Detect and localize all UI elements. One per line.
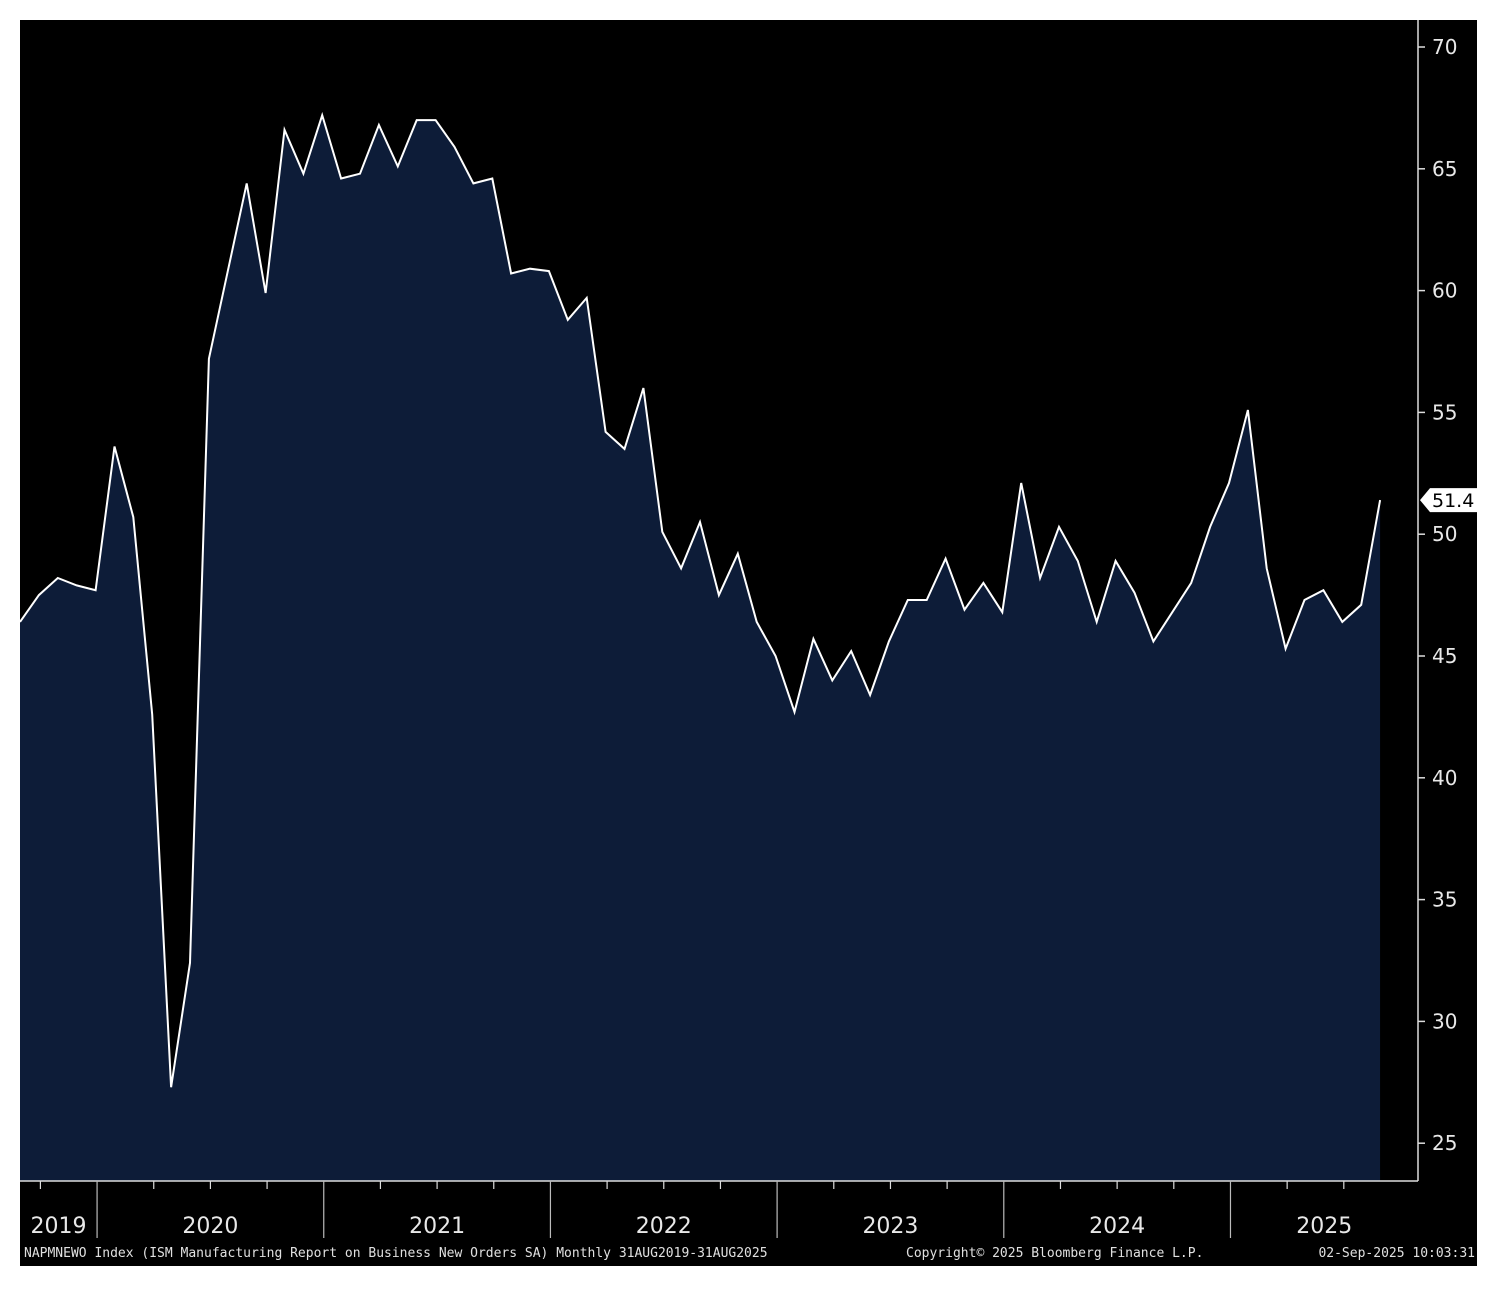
x-tick-label: 2024 xyxy=(1089,1214,1145,1239)
y-tick-label: 30 xyxy=(1432,1009,1457,1033)
x-tick-label: 2023 xyxy=(862,1214,918,1239)
x-tick-label: 2025 xyxy=(1296,1214,1352,1239)
y-tick-label: 40 xyxy=(1432,766,1457,790)
last-value-label: 51.4 xyxy=(1432,490,1474,512)
y-tick-label: 25 xyxy=(1432,1131,1457,1155)
y-tick-label: 65 xyxy=(1432,157,1457,181)
y-tick-label: 35 xyxy=(1432,888,1457,912)
plot-area xyxy=(19,111,1382,1182)
area-fill xyxy=(20,115,1381,1182)
y-axis: 25 30 35 40 45 50 55 60 65 70 51.4 xyxy=(1417,20,1477,1181)
x-axis: 2019 2020 2021 2022 2023 2024 2025 xyxy=(20,1180,1418,1239)
x-tick-label: 2019 xyxy=(31,1214,87,1239)
y-tick-label: 45 xyxy=(1432,644,1457,668)
x-tick-label: 2020 xyxy=(182,1214,238,1239)
footer-timestamp: 02-Sep-2025 10:03:31 xyxy=(1318,1246,1475,1261)
last-value-callout xyxy=(1420,488,1477,513)
footer-series-description: NAPMNEWO Index (ISM Manufacturing Report… xyxy=(24,1246,768,1261)
y-tick-label: 55 xyxy=(1432,400,1457,424)
series-line xyxy=(19,111,1382,1088)
y-tick-label: 70 xyxy=(1432,35,1457,59)
footer-copyright: Copyright© 2025 Bloomberg Finance L.P. xyxy=(906,1246,1203,1261)
x-tick-label: 2022 xyxy=(636,1214,692,1239)
y-tick-label: 50 xyxy=(1432,522,1457,546)
y-tick-label: 60 xyxy=(1432,279,1457,303)
x-tick-label: 2021 xyxy=(409,1214,465,1239)
